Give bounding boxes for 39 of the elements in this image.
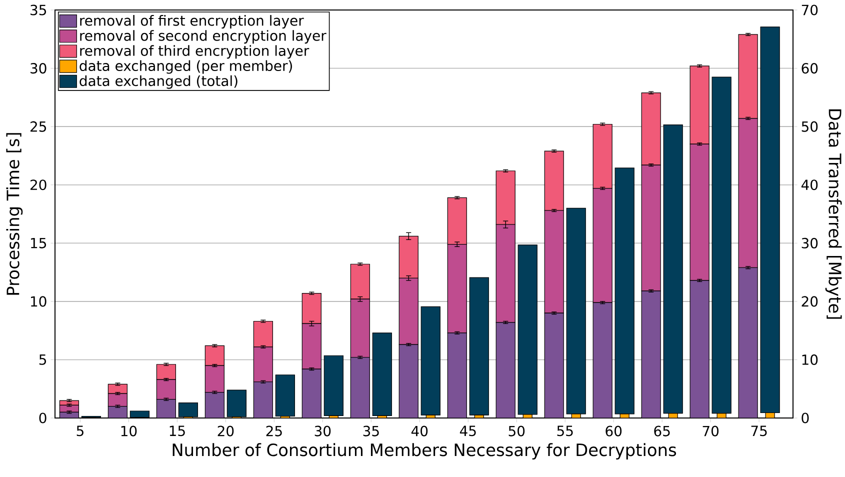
y-tick-label: 25 [30,121,46,132]
y2-tick-label: 20 [802,296,818,307]
x-axis-title: Number of Consortium Members Necessary for Decryptions [172,443,676,460]
x-tick-label: 35 [363,426,379,436]
x-tick-label: 45 [460,426,476,436]
legend-label: data exchanged (per member) [80,60,292,74]
y-tick-label: 20 [30,180,46,190]
x-tick-label: 30 [314,426,331,436]
legend-label: removal of first encryption layer [80,15,304,29]
y-axis-title: Processing Time [s] [6,133,23,295]
y-tick-label: 0 [39,412,46,424]
x-tick-label: 10 [121,426,137,436]
x-tick-label: 55 [557,426,573,436]
y2-tick-label: 60 [802,63,818,74]
y2-axis-title: Data Transferred [Mbyte] [825,109,842,319]
y2-tick-label: 30 [802,238,818,248]
x-tick-label: 5 [76,426,84,436]
y-tick-label: 5 [39,354,46,365]
x-tick-label: 15 [170,426,185,436]
x-tick-label: 20 [218,426,234,436]
x-tick-label: 60 [606,426,622,436]
y2-tick-label: 50 [802,121,818,132]
x-tick-label: 40 [411,426,428,436]
y2-tick-label: 0 [802,412,809,424]
x-tick-label: 65 [654,426,670,436]
y2-tick-label: 70 [802,4,818,16]
y-tick-label: 10 [31,296,46,307]
x-tick-label: 70 [702,426,719,436]
legend-label: data exchanged (total) [80,75,238,89]
y-tick-label: 35 [30,4,46,16]
y2-tick-label: 10 [802,354,818,365]
y2-tick-label: 40 [801,180,818,190]
legend-label: removal of third encryption layer [80,45,310,59]
x-tick-label: 25 [266,426,282,436]
x-tick-label: 75 [751,426,767,436]
y-tick-label: 30 [30,63,46,74]
legend-label: removal of second encryption layer [80,30,326,44]
x-tick-label: 50 [508,426,525,436]
y-tick-label: 15 [31,238,46,248]
